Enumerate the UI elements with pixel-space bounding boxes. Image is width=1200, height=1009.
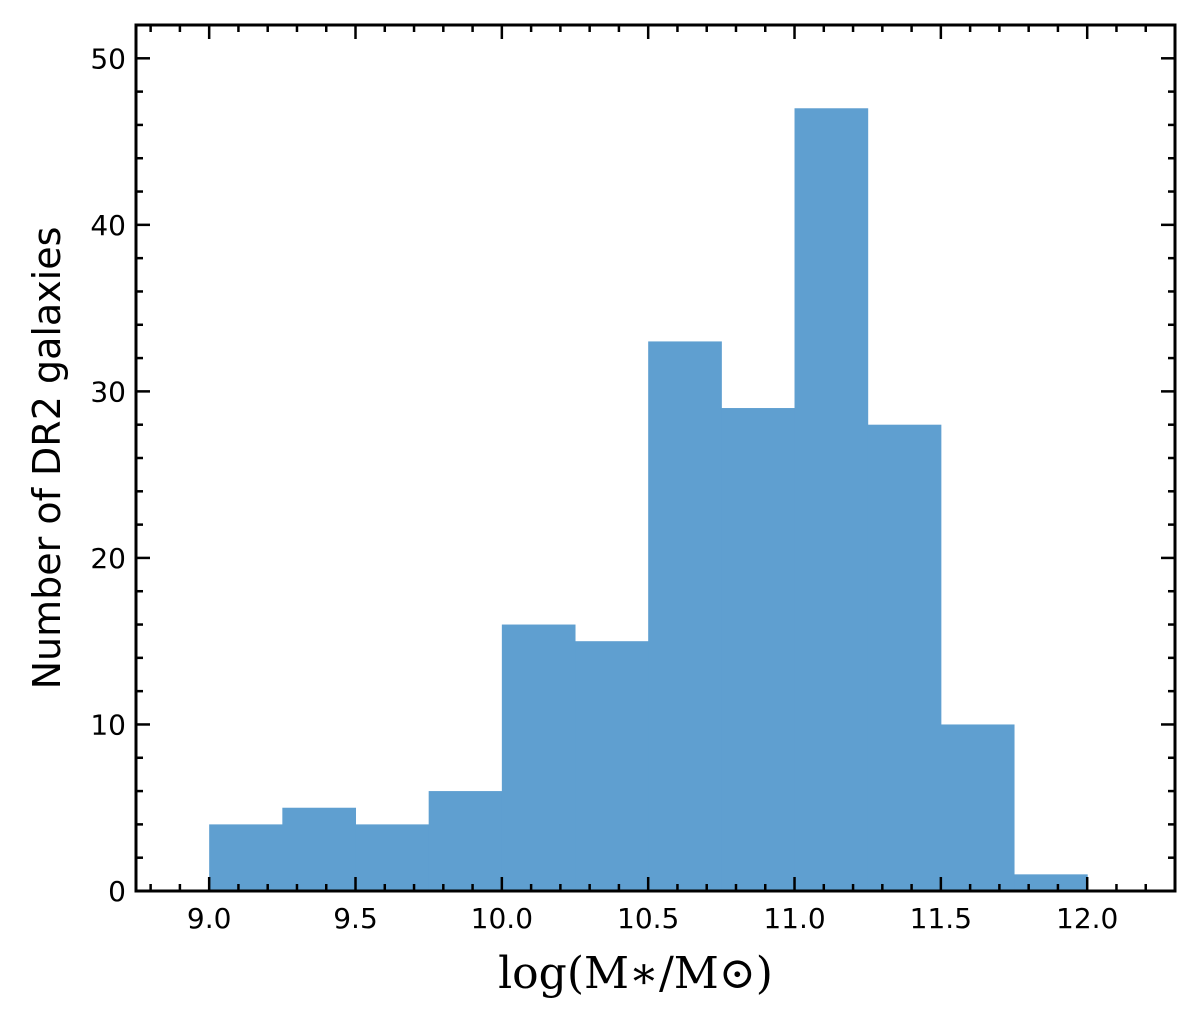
- histogram-bar: [209, 824, 283, 891]
- histogram-bar: [575, 641, 649, 891]
- y-tick-label: 40: [90, 209, 126, 242]
- y-tick-label: 10: [90, 708, 126, 741]
- y-tick-label: 0: [108, 875, 126, 908]
- y-tick-label: 20: [90, 542, 126, 575]
- bars-group: [209, 108, 1088, 892]
- y-tick-label: 30: [90, 375, 126, 408]
- histogram-bar: [1014, 874, 1088, 891]
- x-tick-label: 9.0: [187, 902, 232, 935]
- histogram-bar: [721, 408, 796, 891]
- histogram-bar: [794, 108, 869, 892]
- x-tick-label: 12.0: [1056, 902, 1118, 935]
- x-tick-label: 10.0: [471, 902, 533, 935]
- x-tick-label: 10.5: [617, 902, 679, 935]
- tick-labels-group: 9.0 9.5 10.0 10.5 11.0 11.5 12.0 0 10 20 30 40 50: [90, 42, 1118, 935]
- histogram-bar: [940, 724, 1015, 891]
- x-tick-label: 9.5: [333, 902, 378, 935]
- histogram-bar: [355, 824, 430, 891]
- x-tick-label: 11.5: [910, 902, 972, 935]
- histogram-bar: [428, 791, 503, 891]
- histogram-bar: [648, 341, 722, 891]
- plot-frame: [134, 23, 1177, 893]
- histogram-bar: [501, 624, 576, 891]
- x-tick-label: 11.0: [763, 902, 825, 935]
- y-axis-label: Number of DR2 galaxies: [25, 227, 69, 690]
- histogram-bar: [867, 424, 942, 891]
- x-axis-label: log(M∗/M⊙): [498, 948, 773, 999]
- y-tick-label: 50: [90, 42, 126, 75]
- histogram-bar: [282, 807, 357, 891]
